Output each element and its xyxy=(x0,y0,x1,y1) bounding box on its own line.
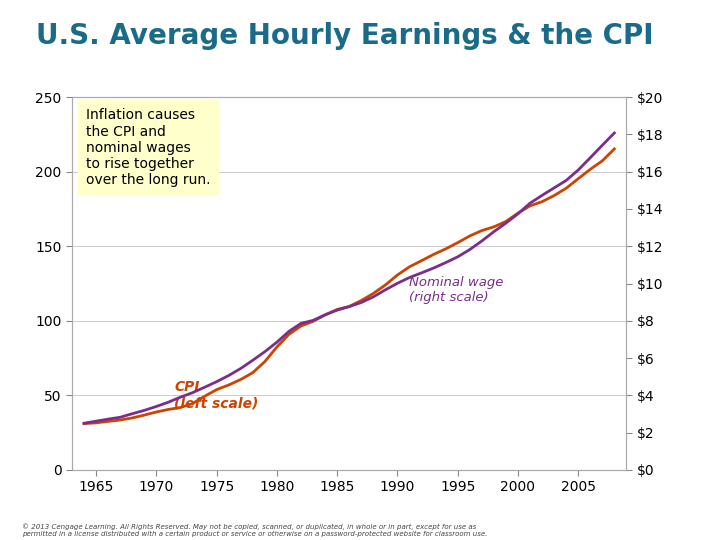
Text: Inflation causes
the CPI and
nominal wages
to rise together
over the long run.: Inflation causes the CPI and nominal wag… xyxy=(86,109,210,187)
Text: © 2013 Cengage Learning. All Rights Reserved. May not be copied, scanned, or dup: © 2013 Cengage Learning. All Rights Rese… xyxy=(22,523,487,537)
Text: CPI
(left scale): CPI (left scale) xyxy=(174,380,258,410)
Text: U.S. Average Hourly Earnings & the CPI: U.S. Average Hourly Earnings & the CPI xyxy=(36,22,654,50)
Text: Nominal wage
(right scale): Nominal wage (right scale) xyxy=(410,276,504,304)
